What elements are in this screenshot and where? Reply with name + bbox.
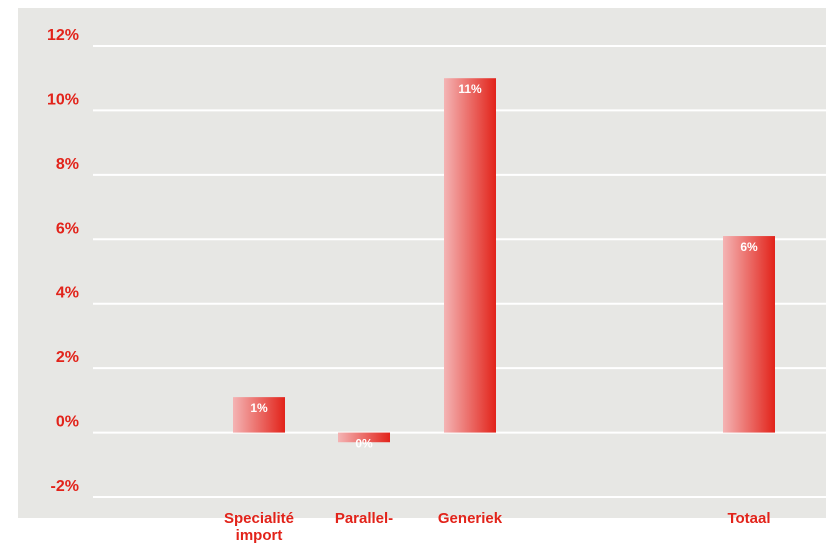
y-tick-label: 6% [56, 220, 79, 237]
y-tick-label: 4% [56, 285, 79, 302]
category-label: Generiek [438, 510, 503, 527]
bar [233, 397, 285, 433]
y-tick-label: 2% [56, 349, 79, 366]
data-label: 0% [355, 437, 373, 451]
y-axis-tick-labels: -2% 0% 2% 4% 6% 8% 10% 12% [47, 27, 79, 495]
category-label: Parallel- [335, 510, 393, 527]
data-label: 6% [740, 240, 758, 254]
y-tick-label: 8% [56, 156, 79, 173]
data-label: 1% [250, 401, 268, 415]
data-label: 11% [458, 82, 482, 96]
bar [444, 78, 496, 433]
bar [338, 432, 390, 443]
y-tick-label: 0% [56, 414, 79, 431]
y-tick-label: 10% [47, 91, 79, 108]
bars [233, 78, 775, 443]
plot-background [18, 8, 826, 518]
bar [723, 236, 775, 433]
category-label: Totaal [727, 510, 770, 527]
y-tick-label: -2% [51, 478, 79, 495]
y-tick-label: 12% [47, 27, 79, 44]
data-labels: 1% 0% 11% 6% [250, 82, 758, 450]
category-label: import [236, 527, 283, 544]
category-label: Specialité [224, 510, 294, 527]
